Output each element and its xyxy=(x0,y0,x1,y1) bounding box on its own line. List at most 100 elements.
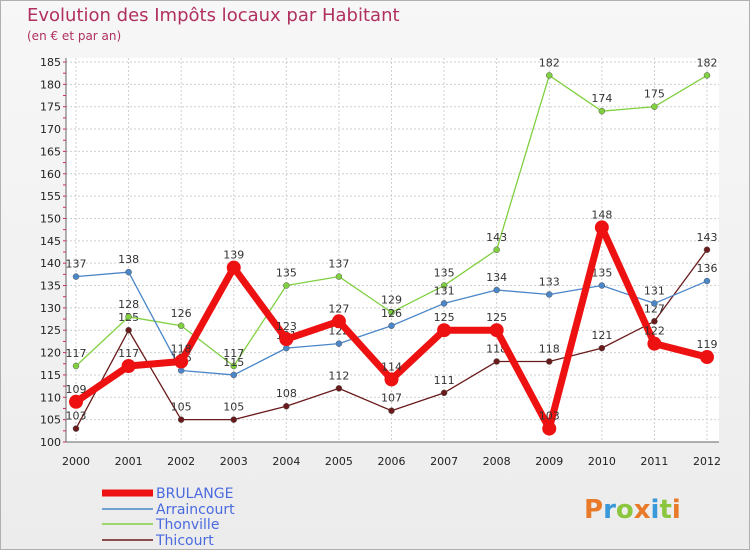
x-tick-label: 2002 xyxy=(167,455,195,468)
data-label-arraincourt: 131 xyxy=(434,284,455,297)
data-label-thonville: 117 xyxy=(66,347,87,360)
data-point-thonville xyxy=(335,273,343,280)
data-label-brulange: 127 xyxy=(328,302,349,315)
data-label-arraincourt: 134 xyxy=(486,271,507,284)
data-point-thicourt xyxy=(335,385,343,392)
data-label-arraincourt: 135 xyxy=(591,267,612,280)
data-point-brulange xyxy=(594,220,609,235)
data-label-thicourt: 105 xyxy=(223,401,244,414)
data-label-thonville: 135 xyxy=(434,267,455,280)
data-label-brulange: 117 xyxy=(118,347,139,360)
data-point-brulange xyxy=(226,260,241,275)
data-label-thonville: 135 xyxy=(276,267,297,280)
data-label-brulange: 118 xyxy=(171,343,192,356)
data-label-thonville: 182 xyxy=(697,56,718,69)
data-point-brulange xyxy=(647,336,662,351)
y-tick-label: 115 xyxy=(40,369,61,382)
x-tick-label: 2003 xyxy=(220,455,248,468)
data-label-thonville: 137 xyxy=(328,258,349,271)
data-point-brulange xyxy=(489,323,504,338)
data-point-thicourt xyxy=(703,246,711,254)
y-tick-label: 155 xyxy=(40,190,61,203)
data-label-brulange: 123 xyxy=(276,320,297,333)
y-tick-label: 145 xyxy=(40,235,61,248)
data-point-arraincourt xyxy=(651,300,658,307)
y-tick-label: 175 xyxy=(40,101,61,114)
x-tick-label: 2012 xyxy=(693,455,721,468)
data-label-brulange: 109 xyxy=(66,383,87,396)
data-point-arraincourt xyxy=(72,273,80,280)
data-label-thonville: 174 xyxy=(591,92,612,105)
data-label-thicourt: 103 xyxy=(66,410,87,423)
data-point-thonville xyxy=(230,362,237,370)
data-point-thonville xyxy=(388,309,395,316)
x-tick-label: 2001 xyxy=(115,455,143,468)
chart-subtitle: (en € et par an) xyxy=(27,29,122,43)
y-tick-label: 140 xyxy=(40,257,61,270)
data-label-thonville: 129 xyxy=(381,293,402,306)
x-tick-label: 2009 xyxy=(535,455,563,468)
data-point-thicourt xyxy=(651,318,658,325)
data-label-brulange: 148 xyxy=(591,208,612,221)
data-point-thonville xyxy=(283,282,290,289)
data-point-arraincourt xyxy=(388,322,395,330)
data-point-thonville xyxy=(125,313,132,321)
y-tick-label: 105 xyxy=(40,414,61,427)
y-tick-label: 125 xyxy=(40,324,61,337)
brand-logo: Proxiti xyxy=(584,495,681,525)
data-point-arraincourt xyxy=(703,277,711,285)
data-point-brulange xyxy=(279,332,294,347)
data-point-arraincourt xyxy=(335,340,343,347)
data-point-thicourt xyxy=(177,416,185,423)
data-point-thicourt xyxy=(598,344,606,352)
data-label-brulange: 125 xyxy=(434,311,455,324)
data-point-thonville xyxy=(598,107,606,115)
data-label-thicourt: 112 xyxy=(328,369,349,382)
y-tick-label: 120 xyxy=(40,347,61,360)
data-point-arraincourt xyxy=(125,268,132,276)
y-tick-label: 170 xyxy=(40,123,61,136)
data-point-brulange xyxy=(542,421,557,436)
data-point-thicourt xyxy=(493,358,500,365)
data-label-arraincourt: 133 xyxy=(539,275,560,288)
x-tick-label: 2007 xyxy=(430,455,458,468)
legend-label-thonville: Thonville xyxy=(155,517,219,533)
y-tick-label: 185 xyxy=(40,56,61,69)
data-point-thonville xyxy=(703,72,711,79)
data-point-arraincourt xyxy=(546,291,553,298)
legend-label-thicourt: Thicourt xyxy=(155,533,214,549)
data-label-thicourt: 118 xyxy=(539,343,560,356)
data-point-brulange xyxy=(384,372,399,387)
data-label-arraincourt: 126 xyxy=(381,307,402,320)
y-tick-label: 180 xyxy=(40,78,61,91)
data-label-thicourt: 111 xyxy=(434,374,455,387)
data-point-arraincourt xyxy=(598,282,606,289)
data-label-arraincourt: 115 xyxy=(223,356,244,369)
data-point-thicourt xyxy=(283,402,290,410)
data-point-brulange xyxy=(331,314,346,329)
x-tick-label: 2011 xyxy=(640,455,668,468)
data-label-brulange: 122 xyxy=(644,325,665,338)
data-label-brulange: 125 xyxy=(486,311,507,324)
y-tick-label: 135 xyxy=(40,280,61,293)
y-tick-label: 110 xyxy=(40,391,61,404)
data-label-thicourt: 107 xyxy=(381,392,402,405)
y-tick-label: 100 xyxy=(40,436,61,449)
data-point-brulange xyxy=(69,394,83,409)
data-point-thicourt xyxy=(388,407,395,414)
data-label-thonville: 117 xyxy=(223,347,244,360)
data-label-thicourt: 121 xyxy=(591,329,612,342)
data-label-brulange: 139 xyxy=(223,249,244,262)
data-point-brulange xyxy=(174,354,189,369)
data-label-arraincourt: 136 xyxy=(697,262,718,275)
data-point-thonville xyxy=(651,103,658,110)
data-point-thonville xyxy=(177,322,185,330)
x-tick-label: 2006 xyxy=(378,455,406,468)
data-label-brulange: 114 xyxy=(381,360,402,373)
legend-label-brulange: BRULANGE xyxy=(156,486,233,502)
y-tick-label: 160 xyxy=(40,168,61,181)
data-label-thonville: 143 xyxy=(486,231,507,244)
data-label-thonville: 128 xyxy=(118,298,139,311)
